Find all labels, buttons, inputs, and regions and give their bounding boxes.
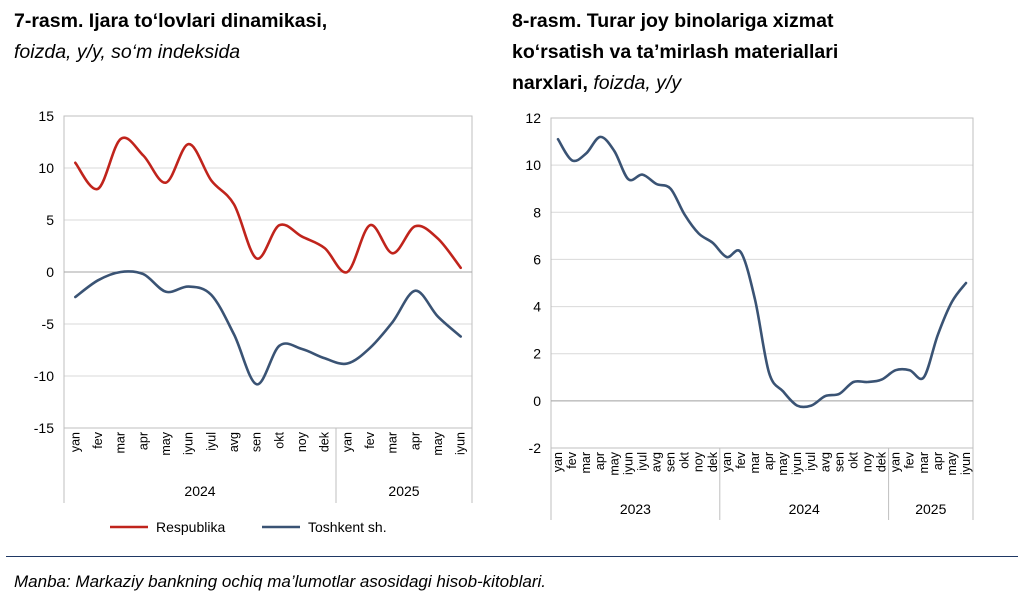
chart-7-x-tick-label: noy: [295, 431, 309, 452]
chart-8-title-line-1: 8-rasm. Turar joy binolariga xizmat: [512, 10, 834, 32]
chart-8-year-label: 2023: [620, 501, 651, 517]
chart-8-x-tick-label: apr: [762, 452, 776, 470]
chart-7-year-label: 2025: [388, 483, 419, 499]
chart-8-x-tick-label: dek: [706, 451, 720, 472]
chart-7-x-tick-label: iyun: [454, 432, 468, 455]
source-note: Manba: Markaziy bankning ochiq ma’lumotl…: [14, 572, 546, 591]
chart-8-x-tick-label: fev: [903, 451, 917, 468]
chart-7-x-tick-label: yan: [68, 432, 82, 452]
chart-7-x-tick-label: mar: [386, 432, 400, 454]
chart-8-title-line-2: ko‘rsatish va ta’mirlash materiallari: [512, 41, 839, 63]
chart-8-x-tick-label: noy: [861, 451, 875, 472]
chart-8-x-tick-label: avg: [650, 452, 664, 472]
chart-8-x-tick-label: apr: [593, 452, 607, 470]
chart-7-x-tick-label: yan: [340, 432, 354, 452]
chart-8-x-tick-label: sen: [664, 452, 678, 472]
chart-7-y-tick-label: 15: [38, 108, 54, 124]
chart-7-series-line: [74, 270, 462, 386]
chart-8-x-tick-label: iyun: [621, 452, 635, 475]
chart-8-x-tick-label: fev: [734, 451, 748, 468]
chart-7-series-2: [74, 270, 462, 386]
chart-8-year-label: 2024: [789, 501, 820, 517]
chart-8-title-line-3: narxlari,: [512, 72, 588, 94]
chart-8-y-tick-label: 4: [533, 299, 541, 315]
chart-8-y-tick-label: 12: [525, 110, 541, 126]
chart-7-series-line: [74, 136, 462, 274]
chart-7-x-tick-label: avg: [227, 432, 241, 452]
chart-7-y-tick-label: -10: [34, 368, 54, 384]
chart-7-x-tick-label: fev: [91, 431, 105, 448]
chart-7-y-tick-label: -5: [42, 316, 55, 332]
chart-8-title-subtitle: foizda, y/y: [593, 72, 682, 94]
chart-8-x-tick-label: sen: [832, 452, 846, 472]
chart-8-x-tick-label: iyul: [804, 452, 818, 471]
chart-7-y-tick-label: 0: [46, 264, 54, 280]
chart-8-x-tick-label: may: [945, 451, 959, 475]
chart-8-x-tick-label: okt: [846, 451, 860, 468]
chart-8-x-tick-label: fev: [565, 451, 579, 468]
chart-7-title: 7-rasm. Ijara to‘lovlari dinamikasi, foi…: [14, 6, 494, 68]
chart-7-y-tick-label: -15: [34, 420, 54, 436]
chart-8-x-tick-label: noy: [692, 451, 706, 472]
chart-8-x-tick-label: may: [776, 451, 790, 475]
chart-7-x-tick-label: apr: [136, 432, 150, 450]
chart-8-x-tick-label: dek: [875, 451, 889, 472]
chart-7-x-tick-label: apr: [408, 432, 422, 450]
chart-7-legend-label: Respublika: [156, 519, 225, 535]
chart-8-x-tick-label: may: [607, 451, 621, 475]
chart-7-series-1: [74, 136, 462, 274]
chart-8-y-tick-label: -2: [529, 440, 542, 456]
chart-7-x-tick-label: sen: [250, 432, 264, 452]
chart-8-x-tick-label: apr: [931, 452, 945, 470]
chart-8-series-1: [556, 135, 968, 409]
chart-7-legend-label: Toshkent sh.: [308, 519, 387, 535]
chart-7-x-tick-label: fev: [363, 431, 377, 448]
chart-7-x-tick-label: mar: [114, 432, 128, 454]
chart-8-x-tick-label: iyun: [959, 452, 973, 475]
chart-8-y-tick-label: 2: [533, 346, 541, 362]
chart-8-year-label: 2025: [915, 501, 946, 517]
chart-8-x-tick-label: mar: [917, 452, 931, 474]
chart-7-x-tick-label: may: [431, 431, 445, 455]
chart-7-x-tick-label: okt: [272, 431, 286, 448]
chart-7-y-tick-label: 10: [38, 160, 54, 176]
chart-8-x-tick-label: yan: [720, 452, 734, 472]
chart-8-y-tick-label: 6: [533, 251, 541, 267]
chart-8-y-tick-label: 10: [525, 157, 541, 173]
chart-8-x-tick-label: avg: [818, 452, 832, 472]
chart-8-x-tick-label: mar: [748, 452, 762, 474]
divider-line: [6, 556, 1018, 557]
chart-7-x-tick-label: iyul: [204, 432, 218, 451]
chart-7-year-label: 2024: [184, 483, 215, 499]
chart-8-x-tick-label: yan: [889, 452, 903, 472]
chart-7-y-tick-label: 5: [46, 212, 54, 228]
chart-8-series-line: [556, 135, 968, 409]
chart-7-x-tick-label: iyun: [182, 432, 196, 455]
chart-8-x-tick-label: iyun: [790, 452, 804, 475]
chart-8-y-tick-label: 8: [533, 204, 541, 220]
chart-7-title-subtitle: foizda, y/y, so‘m indeksida: [14, 41, 241, 63]
chart-8-y-tick-label: 0: [533, 393, 541, 409]
chart-8-x-tick-label: iyul: [635, 452, 649, 471]
chart-7-title-main: 7-rasm. Ijara to‘lovlari dinamikasi,: [14, 10, 328, 32]
chart-8-x-tick-label: yan: [551, 452, 565, 472]
chart-7-x-tick-label: may: [159, 431, 173, 455]
chart-8-title: 8-rasm. Turar joy binolariga xizmat ko‘r…: [512, 6, 1017, 99]
chart-8-x-tick-label: mar: [579, 452, 593, 474]
chart-8-x-tick-label: okt: [678, 451, 692, 468]
chart-7-x-tick-label: dek: [318, 431, 332, 452]
chart-8-plot-area: [550, 117, 974, 449]
chart-8-gridlines: [551, 117, 973, 449]
chart-7-legend: Respublika Toshkent sh.: [110, 519, 387, 535]
